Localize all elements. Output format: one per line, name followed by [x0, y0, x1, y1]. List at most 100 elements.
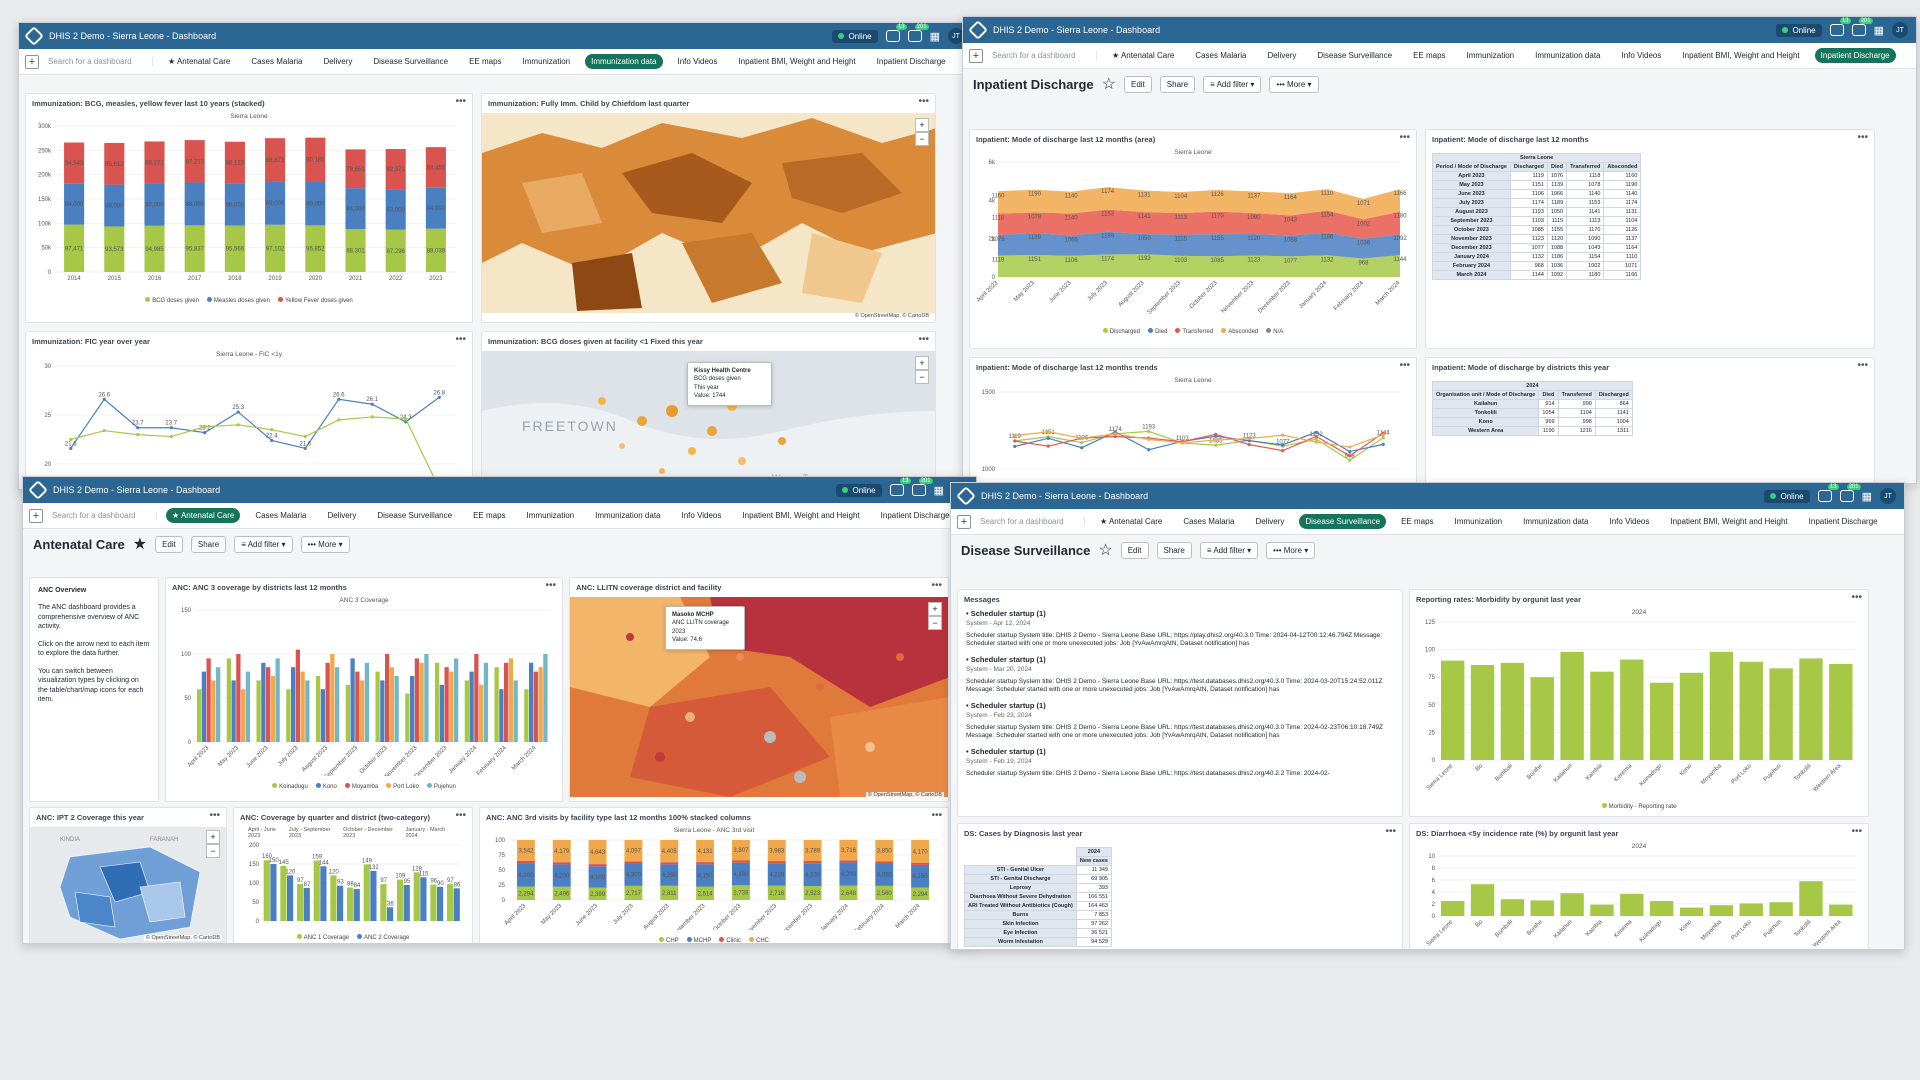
bar[interactable]: [624, 863, 643, 886]
bar[interactable]: [313, 860, 320, 921]
bar[interactable]: [696, 840, 715, 863]
bar[interactable]: [624, 861, 643, 864]
data-point[interactable]: [1013, 434, 1017, 438]
bar[interactable]: [1769, 668, 1793, 760]
data-point[interactable]: [1247, 436, 1251, 441]
tab-delivery[interactable]: Delivery: [323, 57, 353, 66]
tab-immunization-data[interactable]: Immunization data: [585, 54, 663, 69]
column-header[interactable]: Period / Mode of Discharge: [1432, 162, 1511, 172]
apps-grid-icon[interactable]: ▦: [1861, 490, 1872, 503]
table-scroll[interactable]: 2024 New cases STI - Genital Ulcer 11 349…: [958, 843, 1402, 947]
bar[interactable]: [224, 225, 245, 272]
more-button[interactable]: ••• More ▾: [1269, 75, 1319, 93]
facility-point[interactable]: [666, 405, 678, 417]
star-icon[interactable]: ★: [132, 536, 148, 553]
bar[interactable]: [144, 141, 165, 184]
bar[interactable]: [305, 181, 326, 226]
bar[interactable]: [839, 860, 858, 863]
bar[interactable]: [64, 183, 85, 225]
bar[interactable]: [1739, 661, 1763, 760]
legend-item[interactable]: BCG doses given: [145, 297, 199, 304]
bar[interactable]: [439, 684, 444, 742]
bar[interactable]: [839, 840, 858, 861]
messages-icon[interactable]: 13: [1817, 484, 1839, 502]
bar[interactable]: [494, 667, 499, 742]
tab-delivery[interactable]: Delivery: [1267, 51, 1297, 60]
map-region[interactable]: [782, 153, 902, 213]
more-options-icon[interactable]: •••: [931, 810, 942, 821]
bar[interactable]: [552, 840, 571, 863]
bar[interactable]: [419, 662, 424, 742]
data-point[interactable]: [69, 446, 73, 450]
more-options-icon[interactable]: •••: [1857, 360, 1868, 371]
more-options-icon[interactable]: •••: [1857, 132, 1868, 143]
data-point[interactable]: [169, 426, 173, 430]
bar[interactable]: [385, 149, 406, 190]
more-button[interactable]: ••• More ▾: [300, 535, 350, 553]
bar[interactable]: [64, 142, 85, 184]
bar[interactable]: [104, 226, 125, 272]
column-header[interactable]: Organisation unit / Mode of Discharge: [1431, 390, 1540, 400]
bar[interactable]: [216, 667, 221, 742]
bar[interactable]: [409, 676, 415, 742]
legend-item[interactable]: Clinic: [719, 937, 741, 943]
data-point[interactable]: [1381, 442, 1385, 446]
tab-cases-malaria[interactable]: Cases Malaria: [1183, 517, 1235, 526]
apps-grid-icon[interactable]: ▦: [933, 484, 944, 497]
bar[interactable]: [469, 671, 474, 742]
bar[interactable]: [479, 684, 484, 742]
bar[interactable]: [297, 884, 304, 921]
bar[interactable]: [226, 658, 231, 742]
edit-button[interactable]: Edit: [1120, 541, 1149, 559]
legend-item[interactable]: ANC 2 Coverage: [357, 934, 409, 941]
area-series[interactable]: [998, 209, 1400, 239]
facility-point[interactable]: [655, 752, 665, 762]
bar[interactable]: [337, 885, 344, 921]
bar[interactable]: [660, 864, 679, 886]
legend-item[interactable]: N/A: [1266, 328, 1283, 335]
tab-immunization-data[interactable]: Immunization data: [1523, 517, 1589, 526]
bar[interactable]: [380, 680, 385, 742]
facility-point[interactable]: [637, 416, 647, 426]
bar[interactable]: [660, 885, 679, 900]
bar[interactable]: [767, 840, 786, 862]
zoom-out-button[interactable]: −: [928, 616, 942, 630]
zoom-out-button[interactable]: −: [206, 844, 220, 858]
tab-immunization[interactable]: Immunization: [1466, 51, 1515, 60]
bar[interactable]: [305, 225, 326, 272]
messages-icon[interactable]: 13: [1829, 18, 1851, 36]
share-button[interactable]: Share: [1156, 541, 1192, 559]
bar[interactable]: [265, 138, 286, 182]
bar[interactable]: [552, 886, 571, 900]
bar[interactable]: [345, 188, 366, 230]
bar[interactable]: [350, 658, 355, 742]
bar[interactable]: [196, 689, 202, 742]
bar[interactable]: [345, 229, 366, 272]
bar[interactable]: [245, 671, 251, 742]
tab-inpatient-bmi[interactable]: Inpatient BMI, Weight and Height: [1670, 517, 1788, 526]
facility-point[interactable]: [685, 712, 695, 722]
bar[interactable]: [447, 884, 454, 921]
bar[interactable]: [305, 680, 310, 742]
data-point[interactable]: [1214, 438, 1218, 442]
bar[interactable]: [385, 229, 406, 272]
bar[interactable]: [875, 863, 894, 886]
facility-point[interactable]: [707, 426, 717, 436]
facility-point[interactable]: [659, 468, 665, 474]
series-line[interactable]: [1014, 432, 1384, 457]
legend-item[interactable]: Kono: [315, 783, 337, 790]
data-point[interactable]: [1247, 443, 1251, 447]
bar[interactable]: [437, 886, 444, 921]
bar[interactable]: [330, 654, 335, 742]
notifications-icon[interactable]: 201: [1851, 18, 1873, 36]
add-filter-button[interactable]: ≡ Add filter ▾: [1203, 75, 1262, 93]
bar[interactable]: [315, 676, 321, 742]
bar[interactable]: [290, 667, 296, 742]
facility-point[interactable]: [598, 397, 606, 405]
data-point[interactable]: [370, 415, 374, 419]
bar[interactable]: [224, 183, 245, 226]
tab-cases-malaria[interactable]: Cases Malaria: [251, 57, 303, 66]
star-icon[interactable]: ☆: [1098, 542, 1113, 559]
bar[interactable]: [449, 671, 454, 742]
legend-item[interactable]: Koinadugu: [272, 783, 308, 790]
